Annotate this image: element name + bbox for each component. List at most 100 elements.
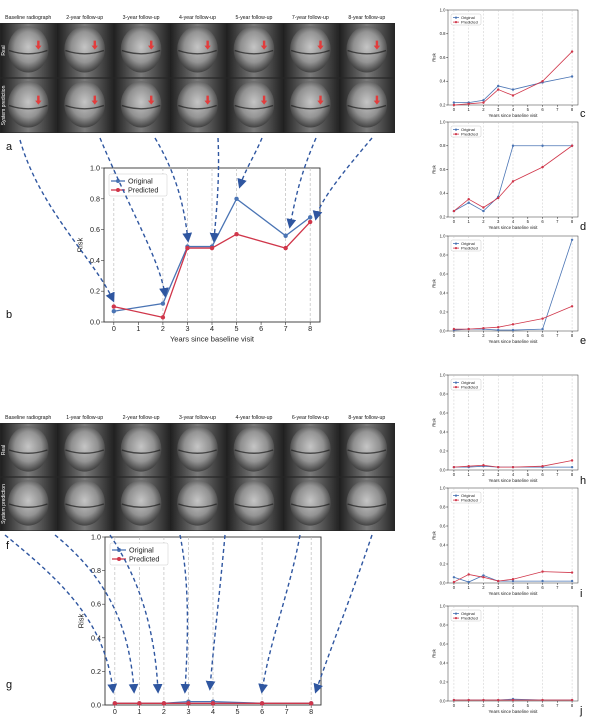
xray-row-label: Real bbox=[1, 445, 7, 455]
y-tick-label: 0.2 bbox=[91, 667, 101, 676]
y-tick-label: 0.8 bbox=[440, 143, 446, 148]
legend-swatch-marker bbox=[454, 247, 458, 250]
joint-space-line bbox=[290, 49, 330, 55]
y-tick-label: 0.6 bbox=[440, 167, 446, 172]
knee-joint-shape bbox=[290, 426, 331, 472]
joint-space-line bbox=[347, 449, 387, 454]
x-tick-label: 8 bbox=[571, 333, 574, 338]
y-tick-label: 0.0 bbox=[440, 580, 446, 585]
joint-space-line bbox=[290, 104, 330, 110]
red-arrow-icon bbox=[91, 40, 98, 50]
x-axis-label: Years since baseline visit bbox=[488, 478, 538, 483]
data-point-predicted bbox=[307, 219, 313, 225]
knee-joint-shape bbox=[120, 426, 162, 472]
knee-joint-shape bbox=[290, 480, 331, 526]
data-point-predicted bbox=[452, 580, 456, 584]
x-tick-label: 3 bbox=[497, 585, 500, 590]
x-tick-label: 0 bbox=[453, 472, 456, 477]
legend-swatch-marker bbox=[454, 133, 458, 136]
data-point-predicted bbox=[160, 315, 166, 320]
panel-letter-f: f bbox=[6, 540, 10, 552]
legend-entry: Predicted bbox=[129, 555, 159, 564]
y-tick-label: 1.0 bbox=[440, 7, 446, 12]
x-tick-label: 4 bbox=[512, 219, 515, 224]
knee-joint-shape bbox=[7, 426, 49, 472]
x-tick-label: 1 bbox=[468, 333, 471, 338]
y-tick-label: 1.0 bbox=[440, 119, 446, 124]
data-point-predicted bbox=[467, 102, 470, 106]
legend-swatch-marker bbox=[454, 617, 458, 620]
y-tick-label: 1.0 bbox=[440, 485, 446, 490]
legend-swatch-marker bbox=[454, 386, 458, 389]
legend-entry: Original bbox=[461, 241, 475, 246]
data-point-predicted bbox=[497, 465, 500, 469]
x-tick-label: 7 bbox=[556, 703, 559, 708]
x-tick-label: 2 bbox=[482, 585, 485, 590]
dashed-curved-arrow bbox=[54, 534, 139, 694]
knee-joint-shape bbox=[346, 81, 388, 128]
dashed-curved-arrow bbox=[205, 534, 226, 691]
data-point-predicted bbox=[511, 465, 515, 469]
knee-joint-shape bbox=[233, 480, 275, 526]
x-tick-label: 0 bbox=[453, 703, 456, 708]
y-tick-label: 0.2 bbox=[440, 448, 446, 453]
legend-swatch-marker bbox=[454, 21, 458, 24]
x-tick-label: 5 bbox=[527, 107, 530, 112]
x-axis-label: Years since baseline visit bbox=[488, 709, 538, 714]
data-point-original bbox=[160, 301, 166, 306]
red-arrow-icon bbox=[148, 95, 155, 105]
data-point-original bbox=[511, 144, 515, 147]
y-axis-label: Risk bbox=[431, 278, 436, 287]
x-tick-label: 6 bbox=[259, 324, 263, 333]
knee-joint-shape bbox=[233, 26, 275, 73]
dashed-curved-arrow bbox=[19, 139, 115, 303]
y-axis-label: Risk bbox=[76, 613, 85, 628]
joint-space-line bbox=[121, 49, 161, 55]
data-point-predicted bbox=[452, 327, 456, 331]
x-tick-label: 0 bbox=[453, 333, 456, 338]
joint-space-line bbox=[178, 449, 217, 454]
x-tick-label: 8 bbox=[571, 219, 574, 224]
x-tick-label: 8 bbox=[308, 324, 312, 333]
x-tick-label: 6 bbox=[541, 472, 544, 477]
y-tick-label: 0.4 bbox=[440, 429, 446, 434]
x-tick-label: 0 bbox=[453, 107, 456, 112]
data-point-predicted bbox=[467, 327, 470, 331]
data-point-original bbox=[511, 328, 515, 332]
x-tick-label: 8 bbox=[571, 107, 574, 112]
data-point-original bbox=[452, 576, 456, 579]
dashed-curved-arrow bbox=[286, 137, 317, 229]
red-arrow-icon bbox=[260, 95, 268, 105]
data-point-predicted bbox=[482, 101, 485, 104]
joint-space-line bbox=[234, 49, 274, 55]
joint-space-line bbox=[121, 104, 161, 110]
y-axis-label: Risk bbox=[75, 237, 84, 252]
x-tick-label: 4 bbox=[512, 472, 515, 477]
data-point-predicted bbox=[570, 305, 574, 308]
x-tick-label: 5 bbox=[236, 707, 240, 716]
x-tick-label: 0 bbox=[113, 707, 117, 716]
x-tick-label: 8 bbox=[571, 703, 574, 708]
panel-letter-a: a bbox=[6, 141, 13, 153]
joint-space-line bbox=[8, 503, 48, 508]
x-tick-label: 2 bbox=[161, 324, 165, 333]
data-point-predicted bbox=[511, 578, 515, 581]
legend-entry: Predicted bbox=[461, 132, 478, 137]
chart-panel-d: 0 1 2 3 4 5 6 7 8 0.2 0.4 0.6 0.8 1.0 Years since base… bbox=[431, 119, 579, 230]
xray-column-label: 7-year follow-up bbox=[292, 15, 329, 21]
knee-joint-shape bbox=[64, 426, 105, 472]
panel-letter-d: d bbox=[580, 221, 586, 233]
data-point-predicted bbox=[467, 465, 470, 468]
joint-space-line bbox=[234, 449, 274, 454]
y-axis-label: Risk bbox=[431, 164, 436, 173]
dashed-curved-arrow bbox=[179, 534, 191, 694]
x-tick-label: 6 bbox=[260, 707, 264, 716]
xray-column-label: 8-year follow-up bbox=[348, 15, 385, 21]
x-tick-label: 3 bbox=[185, 324, 189, 333]
knee-joint-shape bbox=[64, 81, 105, 128]
joint-space-line bbox=[65, 449, 105, 454]
xray-row-label: System prediction bbox=[1, 484, 7, 524]
legend-swatch-marker bbox=[454, 128, 458, 131]
y-tick-label: 0.4 bbox=[440, 660, 446, 665]
